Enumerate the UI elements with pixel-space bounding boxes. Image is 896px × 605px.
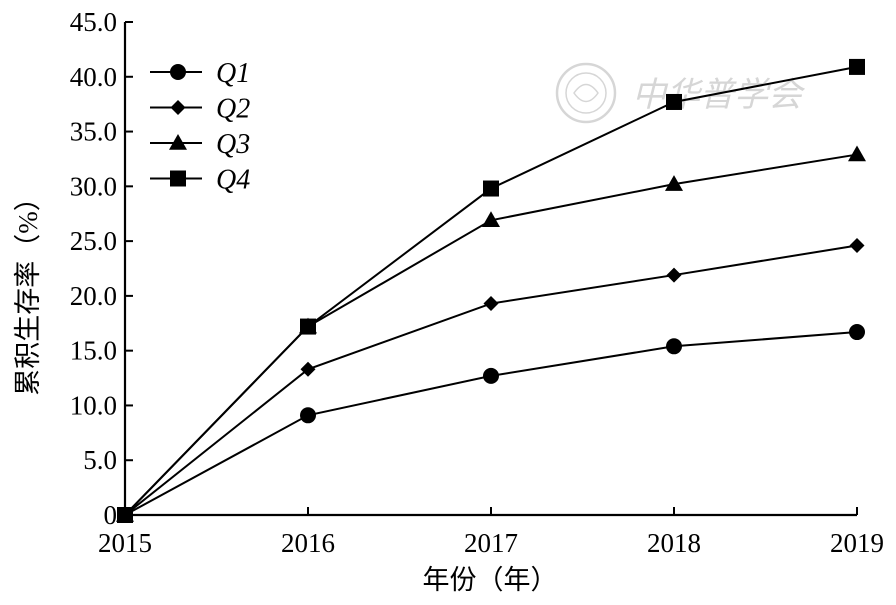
series-q2 [117, 237, 865, 523]
data-point-q2 [300, 361, 316, 377]
x-tick-label: 2017 [464, 528, 518, 558]
data-point-q2 [849, 237, 865, 253]
legend-item-q4: Q4 [150, 165, 250, 196]
legend-label: Q3 [216, 129, 250, 160]
watermark-seal-emblem [573, 83, 599, 103]
legend-label: Q4 [216, 165, 250, 196]
series-layer [116, 58, 866, 523]
y-tick-label: 20.0 [70, 281, 117, 311]
data-point-q4 [300, 318, 316, 335]
y-tick-label: 45.0 [70, 7, 117, 37]
data-point-q1 [849, 324, 865, 341]
legend-marker-circle [170, 64, 186, 80]
data-point-q2 [483, 296, 499, 312]
data-point-q4 [666, 93, 682, 110]
data-point-q1 [300, 407, 316, 424]
data-point-q3 [482, 211, 500, 228]
series-line-q3 [124, 153, 858, 516]
y-tick-label: 40.0 [70, 62, 117, 92]
legend-item-q3: Q3 [150, 129, 250, 160]
watermark: 中华普学会 [555, 62, 806, 124]
legend-label: Q2 [216, 94, 250, 125]
x-tick-label: 2015 [98, 528, 152, 558]
legend-label: Q1 [216, 58, 250, 89]
y-axis-title: 累积生存率（%） [13, 184, 43, 396]
y-tick-label: 25.0 [70, 226, 117, 256]
data-point-q4 [483, 180, 499, 197]
data-point-q4 [117, 507, 133, 523]
series-q1 [117, 324, 865, 523]
axes: 0 5.0 10.0 15.0 20.0 25.0 30.0 35.0 40.0 45.0 2015… [13, 7, 884, 595]
legend-marker-triangle [169, 134, 187, 150]
y-tick-label: 30.0 [70, 171, 117, 201]
watermark-seal-ring [555, 62, 617, 124]
data-point-q1 [483, 367, 499, 384]
x-tick-label: 2019 [830, 528, 884, 558]
series-q4 [117, 58, 865, 523]
watermark-seal [555, 62, 617, 124]
watermark-seal-inner [565, 72, 607, 114]
legend: Q1 Q2 Q3 Q4 [150, 58, 250, 196]
series-q3 [116, 145, 866, 522]
y-tick-label: 15.0 [70, 336, 117, 366]
legend-marker-diamond [170, 100, 186, 115]
series-line-q1 [124, 331, 858, 516]
data-point-q3 [665, 175, 683, 191]
data-point-q3 [848, 145, 866, 162]
legend-item-q2: Q2 [150, 94, 250, 125]
y-tick-label: 10.0 [70, 390, 117, 420]
x-tick-label: 2018 [647, 528, 701, 558]
data-point-q1 [666, 338, 682, 355]
legend-item-q1: Q1 [150, 58, 250, 89]
x-axis-title: 年份（年） [423, 565, 558, 595]
x-tick-label: 2016 [281, 528, 335, 558]
y-tick-label: 0 [104, 500, 118, 530]
y-tick-label: 35.0 [70, 117, 117, 147]
data-point-q4 [849, 58, 865, 75]
data-point-q2 [666, 267, 682, 283]
legend-marker-square [170, 170, 186, 187]
y-tick-label: 5.0 [83, 445, 117, 475]
